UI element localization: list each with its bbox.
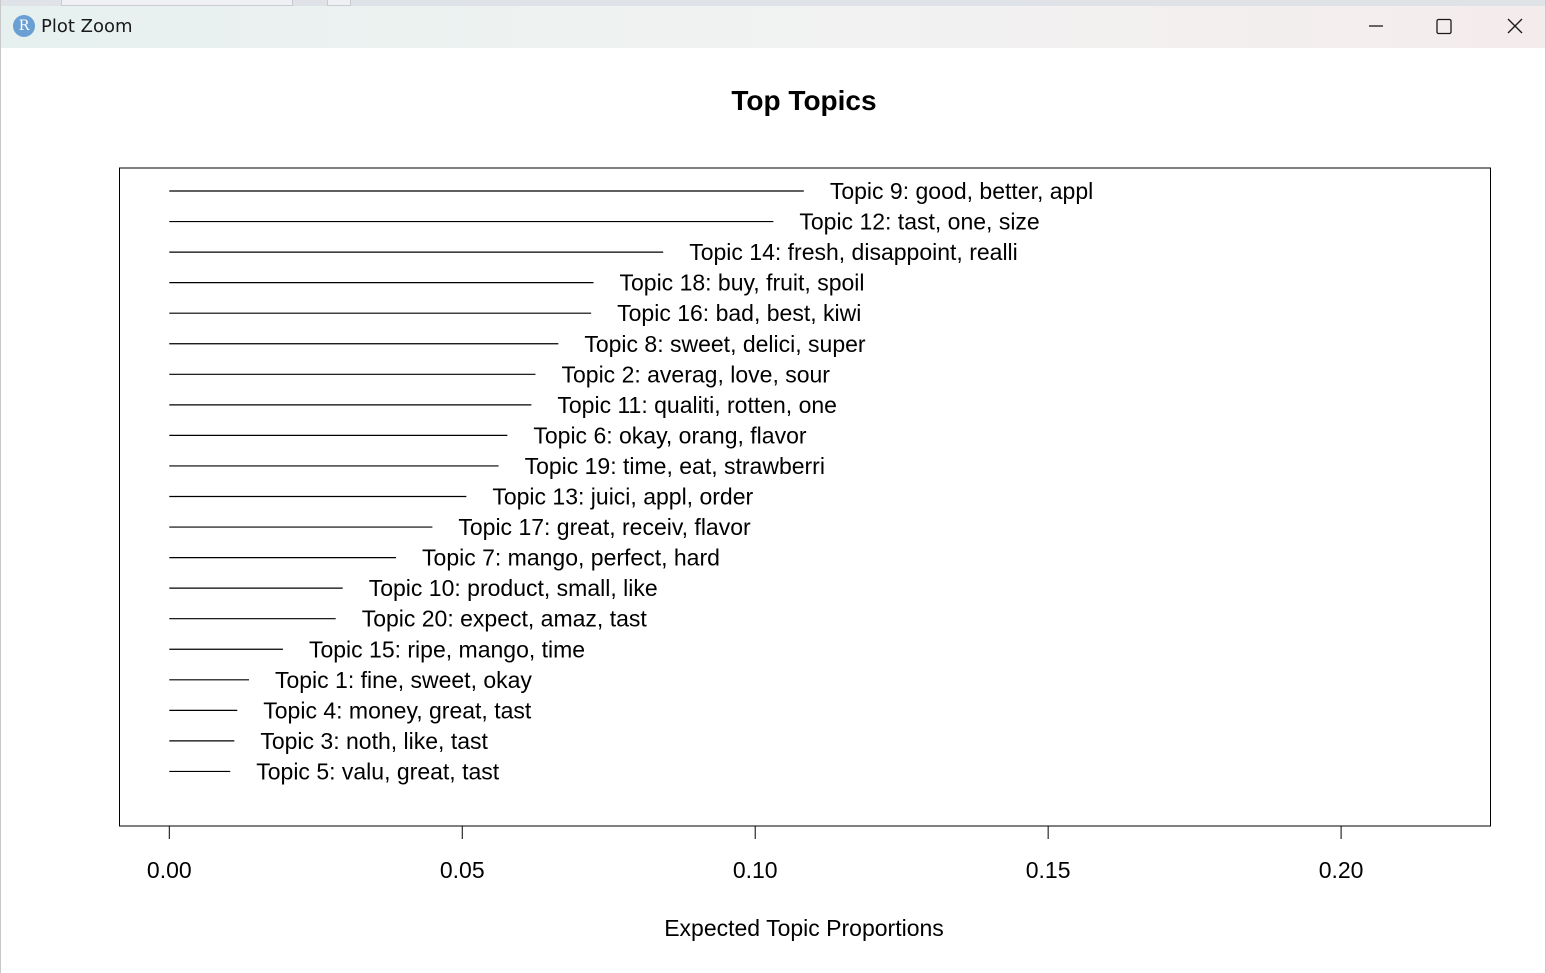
topic-label: Topic 13: juici, appl, order <box>492 484 753 510</box>
topic-label: Topic 15: ripe, mango, time <box>309 636 585 662</box>
bars-layer <box>169 190 804 773</box>
topic-label: Topic 3: noth, like, tast <box>260 728 488 754</box>
x-tick-label: 0.20 <box>1319 857 1364 883</box>
topic-label: Topic 14: fresh, disappoint, realli <box>689 239 1018 265</box>
x-tick-label: 0.00 <box>147 857 192 883</box>
topic-label: Topic 17: great, receiv, flavor <box>458 514 751 540</box>
topic-label: Topic 1: fine, sweet, okay <box>275 667 532 693</box>
top-topics-chart: Top Topics Topic 9: good, better, applTo… <box>119 85 1491 941</box>
topic-label: Topic 12: tast, one, size <box>799 209 1039 235</box>
topic-label: Topic 10: product, small, like <box>369 575 658 601</box>
topic-label: Topic 2: averag, love, sour <box>561 361 830 387</box>
x-tick-label: 0.10 <box>733 857 778 883</box>
topic-label: Topic 16: bad, best, kiwi <box>617 300 861 326</box>
topic-label: Topic 8: sweet, delici, super <box>584 331 866 357</box>
topic-labels-layer: Topic 9: good, better, appl Topic 12: tas… <box>256 178 1093 784</box>
topic-label: Topic 20: expect, amaz, tast <box>362 606 648 632</box>
maximize-button[interactable] <box>1410 6 1478 48</box>
minimize-icon <box>1369 25 1383 27</box>
x-axis-label: Expected Topic Proportions <box>664 915 944 941</box>
close-button[interactable] <box>1478 6 1546 48</box>
topic-label: Topic 4: money, great, tast <box>263 697 532 723</box>
topic-label: Topic 11: qualiti, rotten, one <box>557 392 837 418</box>
parent-window-strip <box>1 0 1545 6</box>
background-tab <box>327 0 351 6</box>
topic-label: Topic 18: buy, fruit, spoil <box>619 270 864 296</box>
topic-label: Topic 9: good, better, appl <box>830 178 1093 204</box>
close-icon <box>1507 18 1523 34</box>
r-app-icon: R <box>13 15 35 37</box>
x-tick-label: 0.05 <box>440 857 485 883</box>
minimize-button[interactable] <box>1342 6 1410 48</box>
window-title: Plot Zoom <box>41 16 133 37</box>
topic-label: Topic 7: mango, perfect, hard <box>422 545 720 571</box>
x-axis: 0.00 0.05 0.10 0.15 0.20 <box>147 825 1364 883</box>
background-tab <box>61 0 293 6</box>
topic-label: Topic 5: valu, great, tast <box>256 758 500 784</box>
x-tick-label: 0.15 <box>1026 857 1071 883</box>
maximize-icon <box>1436 18 1452 35</box>
topic-label: Topic 6: okay, orang, flavor <box>533 422 806 448</box>
title-bar[interactable]: R Plot Zoom <box>1 6 1545 48</box>
chart-title: Top Topics <box>731 85 876 116</box>
topic-label: Topic 19: time, eat, strawberri <box>525 453 825 479</box>
